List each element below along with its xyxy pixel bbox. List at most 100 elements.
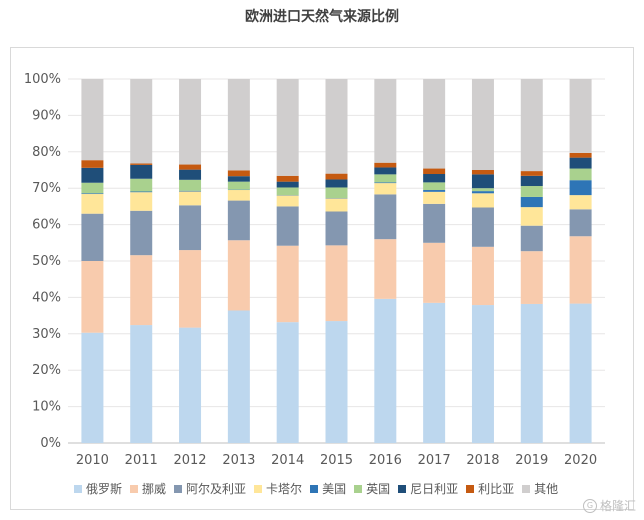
bar-segment bbox=[471, 191, 494, 194]
bar-segment bbox=[471, 305, 494, 443]
bar-segment bbox=[423, 302, 446, 443]
x-tick-label: 2019 bbox=[515, 453, 548, 468]
legend-label: 挪威 bbox=[142, 482, 167, 496]
bar-segment bbox=[130, 178, 153, 192]
bar-segment bbox=[471, 170, 494, 175]
bar-segment bbox=[276, 175, 299, 182]
bar-segment bbox=[81, 332, 104, 443]
y-tick-label: 90% bbox=[32, 108, 61, 123]
bar-segment bbox=[325, 79, 348, 174]
bar-segment bbox=[179, 250, 202, 328]
bar-segment bbox=[81, 261, 104, 333]
bar-segment bbox=[130, 164, 153, 179]
chart-title: 欧洲进口天然气来源比例 bbox=[245, 9, 399, 25]
bar-segment bbox=[569, 303, 592, 443]
bar-segment bbox=[423, 190, 446, 192]
legend-item: 尼日利亚 bbox=[398, 480, 458, 497]
bar-segment bbox=[569, 236, 592, 304]
bar-segment bbox=[471, 246, 494, 306]
y-tick-label: 50% bbox=[32, 254, 61, 269]
bar-segment bbox=[325, 198, 348, 212]
bar-segment bbox=[520, 196, 543, 208]
bar-segment bbox=[325, 245, 348, 322]
bar-segment bbox=[520, 207, 543, 226]
bar-segment bbox=[179, 164, 202, 170]
x-tick-label: 2010 bbox=[76, 453, 109, 468]
bar-segment bbox=[130, 192, 153, 211]
bar-segment bbox=[130, 255, 153, 326]
x-tick-label: 2011 bbox=[125, 453, 158, 468]
y-tick-label: 20% bbox=[32, 363, 61, 378]
bar-segment bbox=[179, 205, 202, 251]
bar-segment bbox=[130, 210, 153, 256]
chart-frame bbox=[10, 47, 634, 510]
bar-segment bbox=[423, 174, 446, 183]
legend-item: 挪威 bbox=[130, 480, 166, 497]
legend-item: 卡塔尔 bbox=[254, 480, 302, 497]
bar-segment bbox=[276, 79, 299, 176]
legend-swatch bbox=[522, 484, 531, 493]
bar-segment bbox=[81, 182, 104, 194]
bar-segment bbox=[276, 245, 299, 323]
legend-swatch bbox=[254, 484, 263, 493]
bar-segment bbox=[374, 239, 397, 299]
y-tick-label: 40% bbox=[32, 290, 61, 305]
bar-segment bbox=[179, 190, 202, 192]
bar-segment bbox=[569, 209, 592, 237]
legend-label: 俄罗斯 bbox=[86, 482, 123, 496]
legend-label: 美国 bbox=[322, 482, 347, 496]
y-tick-label: 0% bbox=[40, 436, 61, 451]
bar-segment bbox=[423, 203, 446, 243]
bar-segment bbox=[227, 310, 250, 443]
x-tick-label: 2018 bbox=[466, 453, 499, 468]
bar-segment bbox=[276, 195, 299, 207]
legend-label: 阿尔及利亚 bbox=[186, 482, 247, 496]
bar-segment bbox=[374, 79, 397, 163]
x-tick-label: 2016 bbox=[369, 453, 402, 468]
bar-segment bbox=[520, 251, 543, 304]
bar-segment bbox=[374, 174, 397, 183]
bar-segment bbox=[276, 322, 299, 443]
bar-segment bbox=[374, 162, 397, 168]
bar-segment bbox=[81, 193, 104, 195]
x-tick-label: 2012 bbox=[173, 453, 206, 468]
legend-item: 美国 bbox=[310, 480, 346, 497]
legend-label: 利比亚 bbox=[478, 482, 515, 496]
legend-swatch bbox=[74, 484, 82, 493]
bar-segment bbox=[423, 242, 446, 303]
bar-segment bbox=[325, 179, 348, 188]
bar-segment bbox=[374, 183, 397, 195]
bar-segment bbox=[471, 174, 494, 189]
bar-segment bbox=[471, 193, 494, 208]
bar-segment bbox=[130, 325, 153, 443]
legend-item: 阿尔及利亚 bbox=[174, 480, 246, 497]
bar-segment bbox=[227, 190, 250, 201]
bar-segment bbox=[520, 303, 543, 443]
bar-segment bbox=[325, 173, 348, 180]
x-tick-label: 2017 bbox=[418, 453, 451, 468]
bar-segment bbox=[227, 79, 250, 171]
bar-segment bbox=[325, 321, 348, 443]
bar-segment bbox=[374, 182, 397, 184]
bar-segment bbox=[227, 240, 250, 311]
y-tick-label: 10% bbox=[32, 400, 61, 415]
legend-item: 英国 bbox=[354, 480, 390, 497]
bar-segment bbox=[520, 225, 543, 252]
bar-segment bbox=[471, 79, 494, 170]
bar-segment bbox=[374, 194, 397, 240]
bar-segment bbox=[81, 167, 104, 183]
bar-segment bbox=[520, 79, 543, 172]
y-tick-label: 100% bbox=[24, 72, 61, 87]
bar-segment bbox=[130, 79, 153, 164]
y-tick-label: 70% bbox=[32, 181, 61, 196]
legend-label: 尼日利亚 bbox=[410, 482, 459, 496]
bar-segment bbox=[569, 152, 592, 158]
legend-swatch bbox=[466, 484, 475, 493]
bar-segment bbox=[179, 179, 202, 191]
bar-segment bbox=[325, 187, 348, 199]
legend-swatch bbox=[130, 484, 139, 493]
bar-segment bbox=[81, 213, 104, 261]
legend-swatch bbox=[398, 484, 407, 493]
chart-legend: 俄罗斯 挪威 阿尔及利亚 卡塔尔 美国 英国 尼日利亚 利比亚 其他 bbox=[74, 480, 558, 497]
